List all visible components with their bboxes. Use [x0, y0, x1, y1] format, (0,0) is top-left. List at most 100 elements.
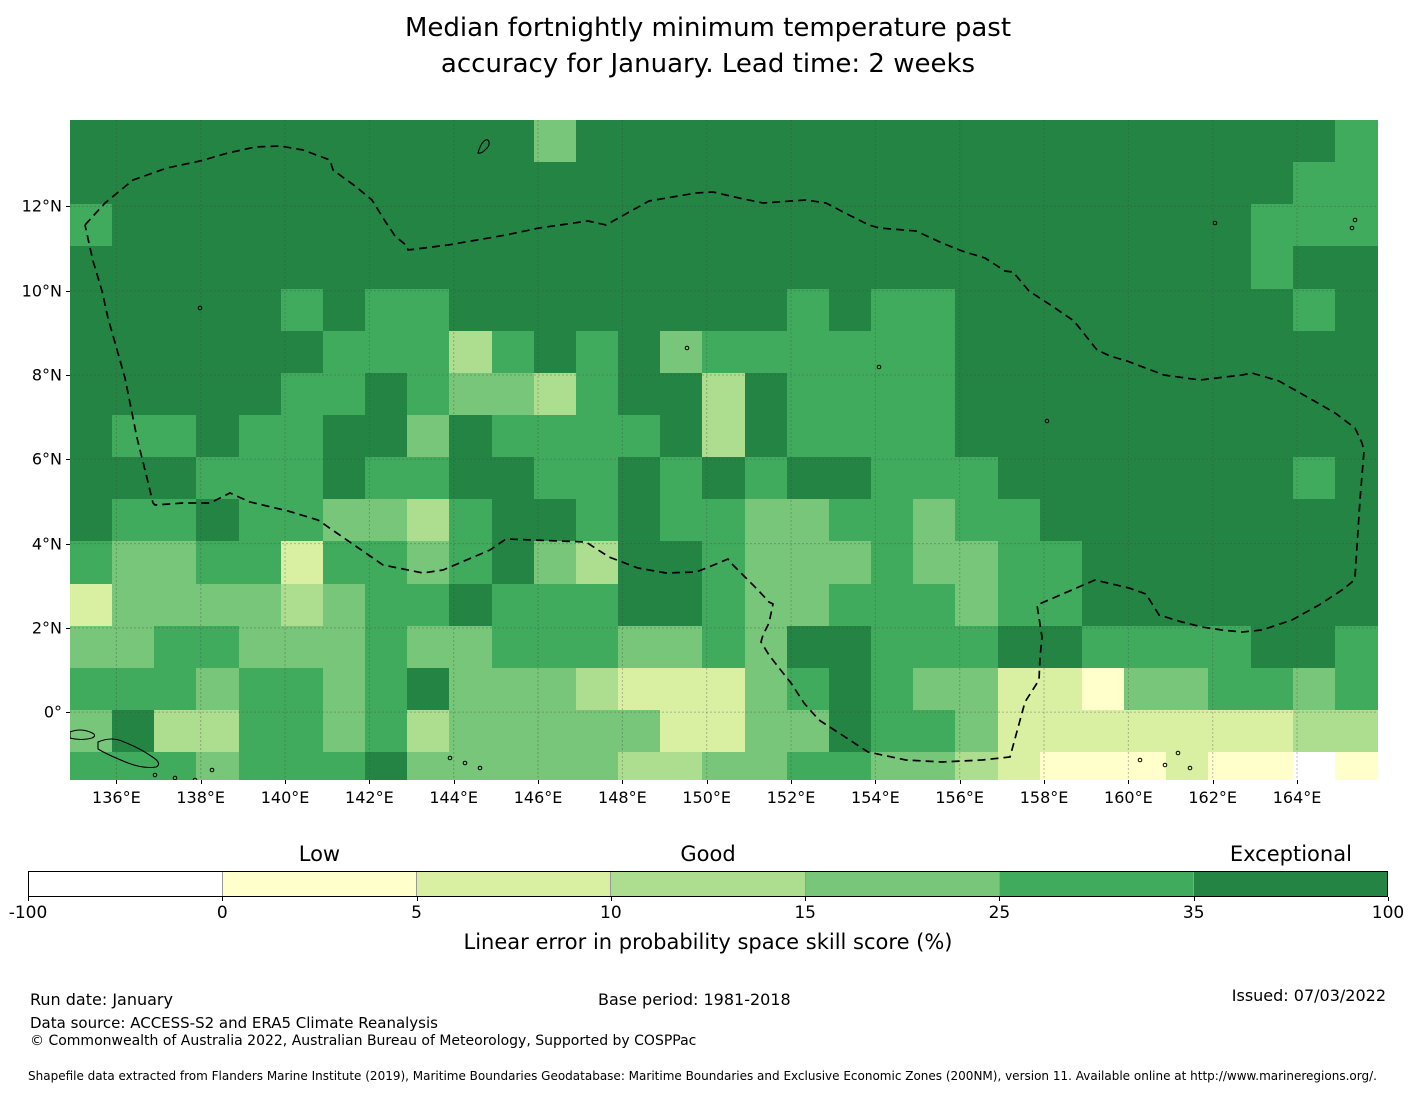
map-cell [997, 583, 1041, 627]
map-cell [449, 541, 493, 585]
map-cell [70, 204, 113, 248]
x-tick-label: 144°E [429, 788, 479, 807]
map-cell [1166, 372, 1210, 416]
map-cell [1250, 541, 1294, 585]
map-cell [744, 415, 788, 458]
map-cell [238, 204, 282, 248]
map-cell [1081, 120, 1125, 163]
map-cell [365, 499, 408, 543]
map-cell [322, 710, 366, 753]
map-cell [702, 457, 746, 500]
map-cell [660, 120, 704, 163]
map-cell [154, 162, 198, 205]
map-cell [1208, 330, 1252, 374]
map-cell [533, 162, 577, 205]
map-cell [1208, 288, 1252, 332]
map-cell [744, 372, 788, 416]
x-tick-mark [285, 780, 287, 784]
map-cell [955, 330, 999, 374]
map-cell [1334, 457, 1378, 500]
colorbar-tick-mark [999, 897, 1001, 901]
x-tick-label: 136°E [92, 788, 141, 807]
map-cell [1334, 288, 1378, 332]
map-cell [365, 625, 408, 669]
colorbar-tick-label: 5 [411, 903, 422, 923]
map-cell [280, 625, 324, 669]
map-cell [1334, 120, 1378, 163]
map-cell [154, 372, 198, 416]
map-cell [280, 752, 324, 780]
map-cell [112, 330, 155, 374]
map-cell [1124, 499, 1167, 543]
map-cell [1292, 162, 1336, 205]
map-cell [575, 120, 619, 163]
map-cell [913, 625, 957, 669]
map-cell [871, 204, 914, 248]
map-cell [660, 667, 704, 711]
map-cell [196, 415, 240, 458]
map-cell [702, 499, 746, 543]
map-cell [871, 499, 914, 543]
map-cell [112, 120, 155, 163]
map-cell [1292, 288, 1336, 332]
map-cell [575, 752, 619, 780]
map-cell [1166, 625, 1210, 669]
map-cell [1208, 457, 1252, 500]
map-cell [828, 625, 872, 669]
y-tick-mark [66, 459, 70, 461]
map-cell [871, 752, 914, 780]
map-cell [1334, 415, 1378, 458]
map-cell [660, 330, 704, 374]
map-cell [533, 583, 577, 627]
map-cell [449, 499, 493, 543]
colorbar-tick-mark [1388, 897, 1389, 901]
map-cell [1208, 246, 1252, 290]
x-tick-label: 140°E [260, 788, 310, 807]
map-cell [533, 204, 577, 248]
map-cell [491, 415, 535, 458]
map-cell [322, 372, 366, 416]
map-cell [786, 752, 830, 780]
map-cell [365, 372, 408, 416]
map-cell [1208, 204, 1252, 248]
map-cell [1081, 710, 1125, 753]
map-cell [449, 372, 493, 416]
map-cell [702, 667, 746, 711]
x-tick-mark [1044, 780, 1046, 784]
map-cell [660, 710, 704, 753]
map-cell [786, 246, 830, 290]
map-cell [407, 667, 451, 711]
map-cell [660, 288, 704, 332]
map-cell [322, 457, 366, 500]
map-cell [407, 372, 451, 416]
map-cell [365, 204, 408, 248]
map-plot-area [70, 120, 1378, 780]
map-cell [1250, 752, 1294, 780]
map-cell [660, 541, 704, 585]
map-cell [449, 752, 493, 780]
map-cell [280, 246, 324, 290]
map-cell [1250, 288, 1294, 332]
map-cell [322, 667, 366, 711]
map-cell [913, 710, 957, 753]
map-cell [1039, 246, 1083, 290]
map-cell [1039, 541, 1083, 585]
map-cell [786, 120, 830, 163]
map-cell [702, 625, 746, 669]
x-tick-mark [1212, 780, 1214, 784]
x-tick-label: 154°E [851, 788, 900, 807]
map-cell [365, 415, 408, 458]
map-cell [70, 752, 113, 780]
map-cell [575, 246, 619, 290]
map-cell [744, 583, 788, 627]
y-tick-mark [66, 374, 70, 376]
map-cell [322, 499, 366, 543]
map-cell [449, 120, 493, 163]
map-cell [786, 625, 830, 669]
colorbar-segment-35to100 [1193, 872, 1387, 896]
map-cell [1250, 372, 1294, 416]
map-cell [112, 288, 155, 332]
map-cell [491, 499, 535, 543]
map-cell [955, 372, 999, 416]
map-cell [1124, 330, 1167, 374]
